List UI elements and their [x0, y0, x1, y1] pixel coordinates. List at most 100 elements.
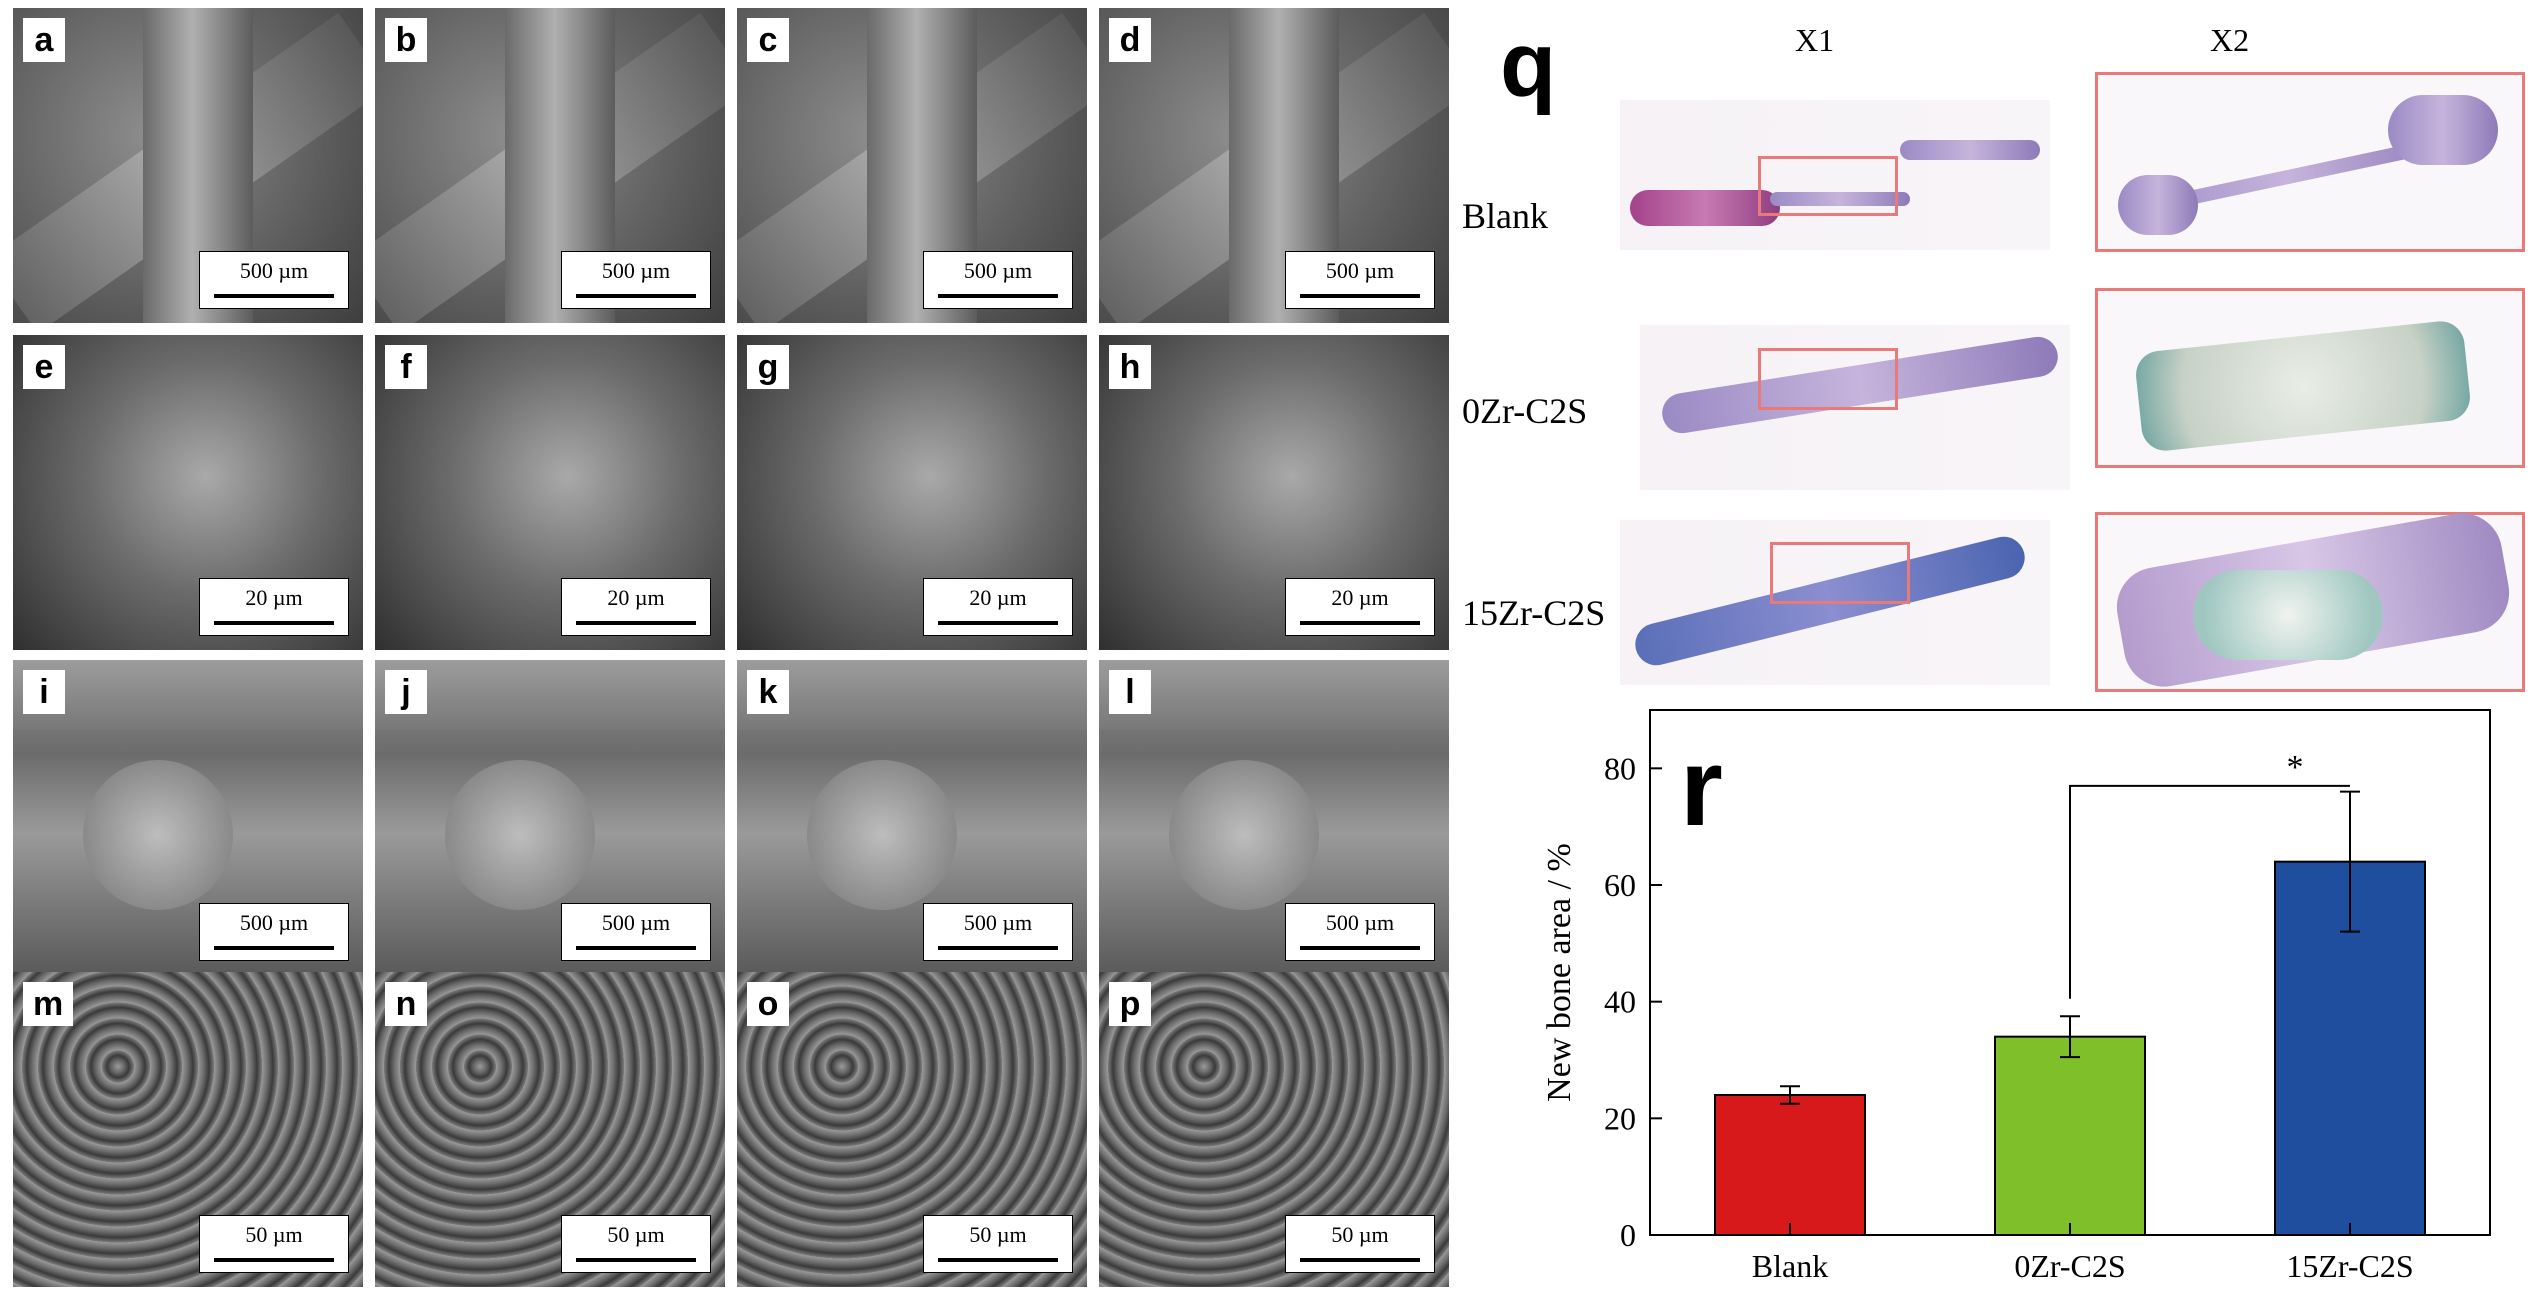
scale-bar: 500 µm — [199, 251, 349, 309]
histology-row-blank: Blank — [1462, 196, 1548, 236]
scale-bar-line — [938, 294, 1058, 298]
y-tick-label-80: 80 — [1604, 750, 1636, 786]
scale-bar-line — [576, 946, 696, 950]
significance-bracket — [2069, 784, 2350, 999]
scale-bar: 50 µm — [561, 1215, 711, 1273]
sem-panel-f: f 20 µm — [375, 335, 725, 650]
scale-bar: 20 µm — [923, 578, 1073, 636]
scale-bar: 50 µm — [1285, 1215, 1435, 1273]
panel-letter-n: n — [385, 982, 427, 1026]
histology-15zr-x1 — [1620, 520, 2050, 685]
bar-Blank — [1714, 1094, 1866, 1236]
sem-panel-e: e 20 µm — [13, 335, 363, 650]
scale-bar: 500 µm — [1285, 903, 1435, 961]
panel-letter-r: r — [1680, 726, 1723, 849]
panel-letter-h: h — [1109, 345, 1151, 389]
sem-panel-h: h 20 µm — [1099, 335, 1449, 650]
panel-letter-p: p — [1109, 982, 1151, 1026]
y-tick-label-40: 40 — [1604, 984, 1636, 1020]
panel-letter-i: i — [23, 670, 65, 714]
scale-bar: 500 µm — [561, 903, 711, 961]
scale-bar: 500 µm — [1285, 251, 1435, 309]
sem-panel-p: p 50 µm — [1099, 972, 1449, 1287]
scale-bar-line — [938, 621, 1058, 625]
scale-bar-label: 20 µm — [607, 585, 665, 610]
scale-bar-label: 500 µm — [963, 258, 1033, 283]
sem-panel-o: o 50 µm — [737, 972, 1087, 1287]
significance-label: * — [2287, 749, 2304, 786]
histology-row-15zr: 15Zr-C2S — [1462, 593, 1606, 633]
scale-bar-label: 50 µm — [969, 1222, 1027, 1247]
new-bone-area-chart: 0 20 40 60 80 New bone area / % Blank 0Zr-C2S 15… — [1541, 709, 2491, 1284]
scale-bar-line — [1300, 1258, 1420, 1262]
sem-panel-l: l 500 µm — [1099, 660, 1449, 975]
panel-letter-a: a — [23, 18, 65, 62]
scale-bar-line — [576, 1258, 696, 1262]
scale-bar-label: 20 µm — [969, 585, 1027, 610]
x-tick-label-15Zr-C2S: 15Zr-C2S — [2286, 1248, 2413, 1284]
scale-bar: 50 µm — [199, 1215, 349, 1273]
panel-letter-d: d — [1109, 18, 1151, 62]
sem-panel-m: m 50 µm — [13, 972, 363, 1287]
sem-panel-n: n 50 µm — [375, 972, 725, 1287]
scale-bar-line — [1300, 621, 1420, 625]
scale-bar: 500 µm — [561, 251, 711, 309]
scale-bar-line — [214, 1258, 334, 1262]
histology-row-0zr: 0Zr-C2S — [1462, 391, 1588, 431]
sem-panel-c: c 500 µm — [737, 8, 1087, 323]
panel-letter-j: j — [385, 670, 427, 714]
histology-blank-x2 — [2095, 72, 2525, 252]
sem-panel-i: i 500 µm — [13, 660, 363, 975]
histology-blank-x1 — [1620, 100, 2050, 250]
scale-bar: 500 µm — [923, 903, 1073, 961]
scale-bar-line — [214, 946, 334, 950]
histology-0zr-x2 — [2095, 288, 2525, 468]
panel-letter-e: e — [23, 345, 65, 389]
panel-letter-f: f — [385, 345, 427, 389]
panel-letter-q: q — [1500, 14, 1557, 116]
scale-bar-line — [938, 946, 1058, 950]
scale-bar: 20 µm — [561, 578, 711, 636]
sem-panel-k: k 500 µm — [737, 660, 1087, 975]
y-tick-label-0: 0 — [1620, 1217, 1636, 1253]
scale-bar: 500 µm — [199, 903, 349, 961]
sem-panel-j: j 500 µm — [375, 660, 725, 975]
histology-0zr-x1 — [1640, 325, 2070, 490]
scale-bar-label: 20 µm — [1331, 585, 1389, 610]
scale-bar-label: 50 µm — [607, 1222, 665, 1247]
scale-bar: 20 µm — [1285, 578, 1435, 636]
y-tick-label-60: 60 — [1604, 867, 1636, 903]
scale-bar-label: 500 µm — [1325, 258, 1395, 283]
panel-letter-o: o — [747, 982, 789, 1026]
scale-bar-line — [1300, 946, 1420, 950]
sem-panel-b: b 500 µm — [375, 8, 725, 323]
y-axis-label: New bone area / % — [1541, 843, 1578, 1102]
scale-bar-line — [938, 1258, 1058, 1262]
scale-bar-label: 500 µm — [239, 258, 309, 283]
panel-letter-b: b — [385, 18, 427, 62]
bar-0Zr-C2S — [1994, 1035, 2146, 1236]
sem-panel-g: g 20 µm — [737, 335, 1087, 650]
panel-letter-m: m — [23, 982, 74, 1026]
scale-bar-label: 50 µm — [245, 1222, 303, 1247]
scale-bar-line — [214, 294, 334, 298]
panel-letter-l: l — [1109, 670, 1151, 714]
sem-panel-a: a 500 µm — [13, 8, 363, 323]
panel-letter-k: k — [747, 670, 789, 714]
histology-column-x1: X1 — [1795, 22, 1835, 58]
scale-bar-label: 50 µm — [1331, 1222, 1389, 1247]
scale-bar-label: 500 µm — [1325, 910, 1395, 935]
scale-bar: 50 µm — [923, 1215, 1073, 1273]
scale-bar-line — [576, 621, 696, 625]
scale-bar-label: 500 µm — [239, 910, 309, 935]
scale-bar-label: 20 µm — [245, 585, 303, 610]
x-tick-label-Blank: Blank — [1752, 1248, 1828, 1284]
scale-bar-line — [1300, 294, 1420, 298]
scale-bar-line — [214, 621, 334, 625]
histology-column-x2: X2 — [2210, 22, 2250, 58]
y-tick-label-20: 20 — [1604, 1100, 1636, 1136]
scale-bar-line — [576, 294, 696, 298]
scale-bar: 500 µm — [923, 251, 1073, 309]
x-tick-label-0Zr-C2S: 0Zr-C2S — [2014, 1248, 2125, 1284]
panel-letter-g: g — [747, 345, 789, 389]
